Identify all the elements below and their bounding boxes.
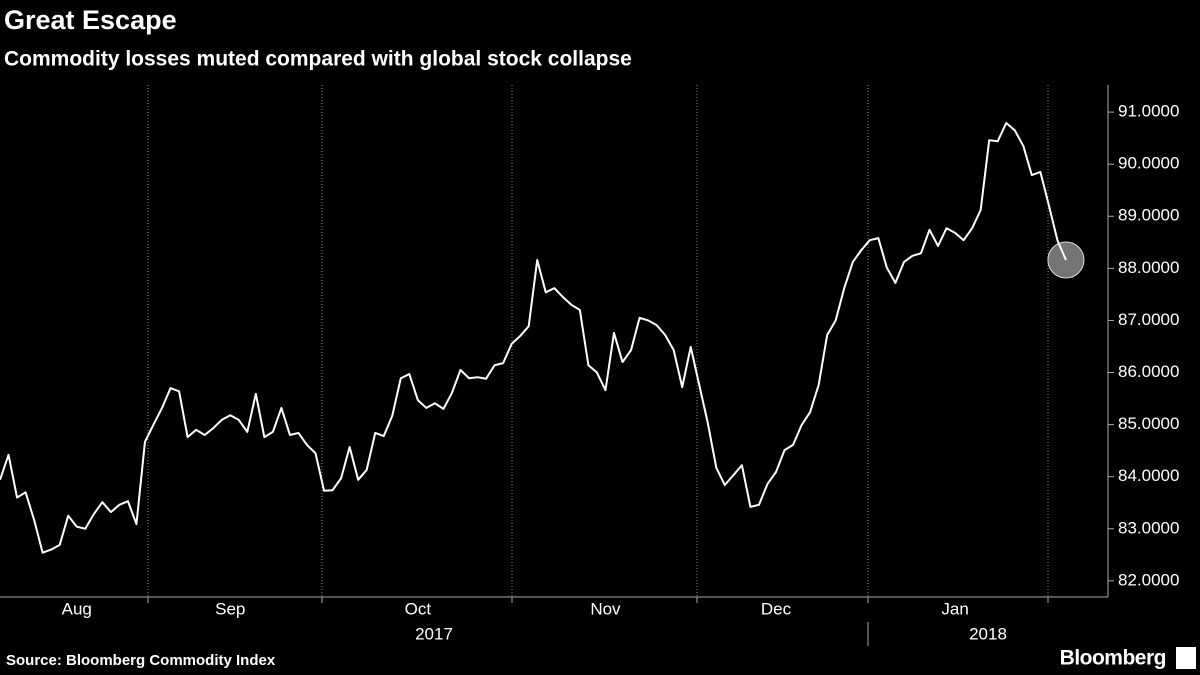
x-tick-label: Jan <box>941 599 968 618</box>
chart-title: Great Escape <box>4 5 177 35</box>
y-tick-label: 89.0000 <box>1118 206 1179 225</box>
y-tick-label: 82.0000 <box>1118 570 1179 589</box>
y-tick-label: 90.0000 <box>1118 154 1179 173</box>
x-tick-label: Dec <box>761 599 792 618</box>
x-tick-label: Aug <box>62 599 92 618</box>
y-tick-label: 91.0000 <box>1118 102 1179 121</box>
y-tick-label: 86.0000 <box>1118 362 1179 381</box>
source: Source: Bloomberg Commodity Index <box>6 652 276 669</box>
year-label: 2018 <box>969 624 1007 643</box>
y-tick-label: 88.0000 <box>1118 258 1179 277</box>
y-tick-label: 85.0000 <box>1118 414 1179 433</box>
year-label: 2017 <box>415 624 453 643</box>
x-tick-label: Sep <box>215 599 245 618</box>
x-tick-label: Oct <box>405 599 432 618</box>
brand: Bloomberg <box>1060 647 1166 670</box>
line <box>0 122 1067 554</box>
y-tick-label: 83.0000 <box>1118 518 1179 537</box>
y-tick-label: 84.0000 <box>1118 466 1179 485</box>
y-tick-label: 87.0000 <box>1118 310 1179 329</box>
x-tick-label: Nov <box>590 599 621 618</box>
chart-subtitle: Commodity losses muted compared with glo… <box>4 48 632 71</box>
brand-icon <box>1176 647 1196 669</box>
